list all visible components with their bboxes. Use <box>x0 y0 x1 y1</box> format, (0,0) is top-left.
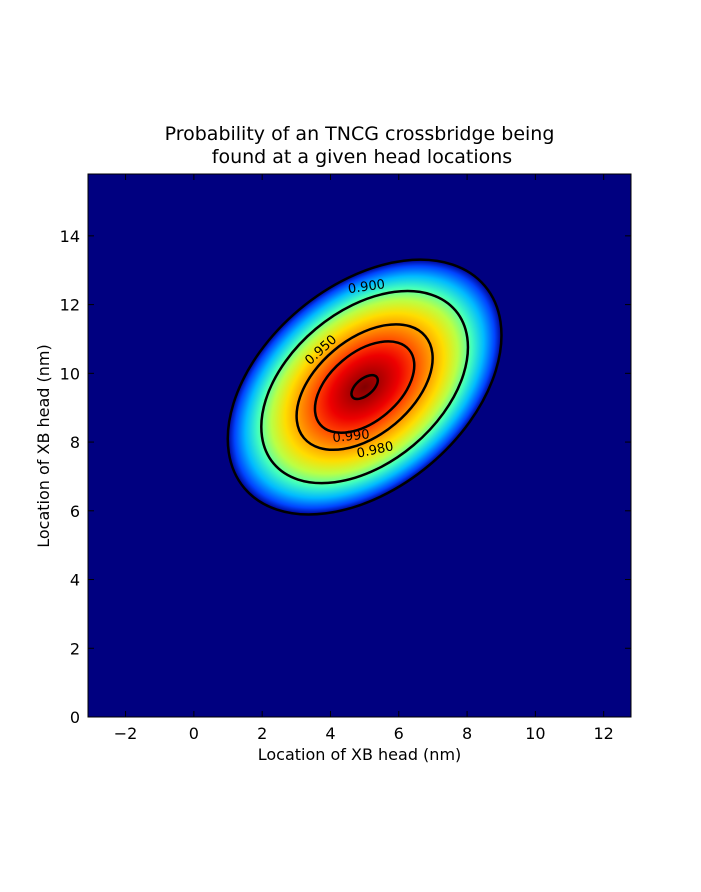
x-tick-label: 6 <box>394 724 404 743</box>
y-tick-label: 4 <box>70 571 80 590</box>
heatmap-density-ellipse <box>227 259 502 515</box>
x-tick-label: 4 <box>325 724 335 743</box>
x-tick-label: 2 <box>257 724 267 743</box>
contour-label-0-990: 0.990 <box>332 427 371 446</box>
x-axis-ticks: −2 0 2 4 6 8 10 12 <box>114 174 614 743</box>
contour-line-0-980 <box>295 323 434 452</box>
x-tick-label: 8 <box>462 724 472 743</box>
chart-title-line-1: Probability of an TNCG crossbridge being <box>165 123 555 145</box>
y-tick-label: 10 <box>60 364 80 383</box>
contour-line-peak <box>350 373 380 401</box>
y-tick-label: 6 <box>70 502 80 521</box>
x-axis-label: Location of XB head (nm) <box>258 745 462 764</box>
x-tick-label: 0 <box>189 724 199 743</box>
contour-lines <box>226 258 503 516</box>
y-tick-label: 0 <box>70 708 80 727</box>
y-axis-ticks: 0 2 4 6 8 10 12 14 <box>60 227 631 727</box>
x-tick-label: 10 <box>525 724 545 743</box>
y-axis-label: Location of XB head (nm) <box>34 344 53 548</box>
contour-line-0-990 <box>313 340 416 434</box>
contour-label-0-900: 0.900 <box>347 277 386 297</box>
plot-frame <box>87 173 632 718</box>
y-tick-label: 14 <box>60 227 80 246</box>
contour-line-0-950 <box>260 289 470 485</box>
chart-title: Probability of an TNCG crossbridge being… <box>165 123 555 168</box>
y-tick-label: 12 <box>60 296 80 315</box>
contour-line-0-900 <box>226 258 503 516</box>
x-tick-label: −2 <box>114 724 138 743</box>
x-tick-label: 12 <box>593 724 613 743</box>
probability-heatmap <box>227 259 502 515</box>
chart-title-line-2: found at a given head locations <box>212 146 512 168</box>
contour-label-text: 0.900 <box>347 277 386 297</box>
contour-label-text: 0.990 <box>332 427 371 446</box>
y-tick-label: 2 <box>70 639 80 658</box>
y-tick-label: 8 <box>70 433 80 452</box>
